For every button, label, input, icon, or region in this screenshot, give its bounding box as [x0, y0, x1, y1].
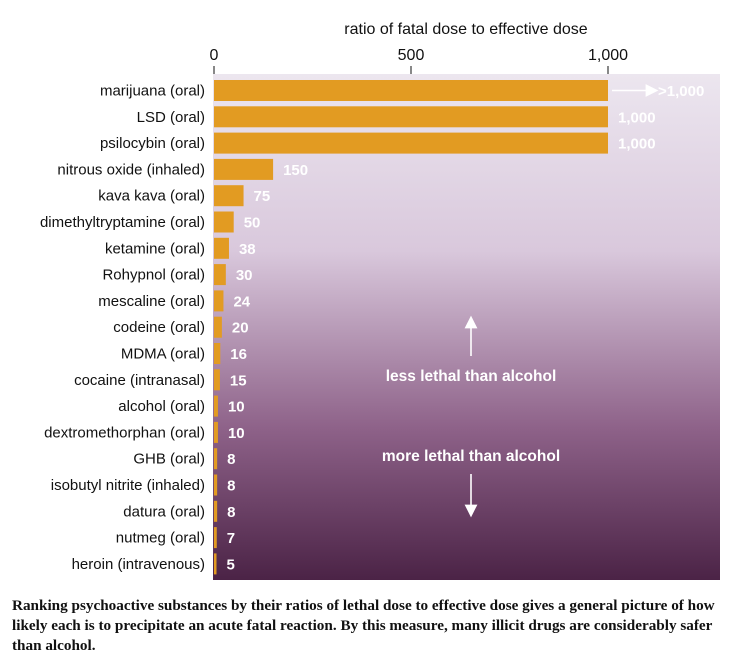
bar	[214, 264, 226, 286]
category-label: dextromethorphan (oral)	[44, 424, 205, 441]
value-label: 5	[227, 556, 235, 573]
category-label: alcohol (oral)	[118, 398, 205, 415]
bar	[214, 290, 224, 312]
value-label: 20	[232, 320, 249, 337]
bar	[214, 185, 244, 207]
value-label: 15	[230, 372, 247, 389]
value-label: 150	[283, 162, 308, 179]
value-label: 38	[239, 241, 256, 258]
value-label: 16	[230, 346, 247, 363]
category-label: psilocybin (oral)	[100, 135, 205, 152]
value-label: 1,000	[618, 109, 656, 126]
bar	[214, 106, 608, 128]
value-label: 8	[227, 451, 235, 468]
chart-area: ratio of fatal dose to effective dose 0 5…	[40, 21, 720, 580]
value-label: 30	[236, 267, 253, 284]
category-label: nitrous oxide (inhaled)	[57, 161, 205, 178]
category-label: MDMA (oral)	[121, 346, 205, 363]
x-axis-label: ratio of fatal dose to effective dose	[344, 21, 588, 38]
bar	[214, 80, 608, 101]
category-label: codeine (oral)	[113, 319, 205, 336]
value-label: 1,000	[618, 136, 656, 153]
category-label: kava kava (oral)	[98, 188, 205, 205]
value-label: 10	[228, 425, 245, 442]
x-tick-label: 500	[398, 47, 425, 64]
bar	[214, 421, 218, 443]
category-label: cocaine (intranasal)	[74, 372, 205, 389]
value-label: 75	[254, 188, 271, 205]
value-label: 24	[233, 293, 250, 310]
bar	[214, 237, 229, 259]
value-label: 8	[227, 504, 235, 521]
category-label: mescaline (oral)	[98, 293, 205, 310]
category-label: nutmeg (oral)	[116, 530, 205, 547]
value-label: 50	[244, 215, 261, 232]
figure-caption: Ranking psychoactive substances by their…	[12, 597, 715, 654]
category-label: heroin (intravenous)	[72, 556, 205, 573]
annotation-less-lethal: less lethal than alcohol	[386, 368, 557, 385]
category-label: marijuana (oral)	[100, 83, 205, 100]
bar	[214, 553, 217, 575]
bar	[214, 527, 217, 549]
category-label: ketamine (oral)	[105, 240, 205, 257]
value-label: 10	[228, 399, 245, 416]
category-label: isobutyl nitrite (inhaled)	[51, 477, 205, 494]
bar	[214, 316, 222, 338]
annotation-more-lethal: more lethal than alcohol	[382, 448, 560, 465]
bar	[214, 448, 218, 470]
bar-chart: ratio of fatal dose to effective dose 0 5…	[40, 21, 720, 580]
bar	[214, 211, 234, 233]
value-label: 7	[227, 530, 235, 547]
bar	[214, 132, 608, 154]
category-label: LSD (oral)	[137, 109, 205, 126]
value-label: 8	[227, 478, 235, 495]
category-label: dimethyltryptamine (oral)	[40, 214, 205, 231]
category-label: GHB (oral)	[133, 451, 205, 468]
bar	[214, 343, 221, 364]
x-tick-label: 1,000	[588, 47, 628, 64]
bar	[214, 500, 218, 522]
category-label: Rohypnol (oral)	[102, 267, 205, 284]
bar	[214, 395, 218, 417]
category-label: datura (oral)	[123, 503, 205, 520]
bar	[214, 369, 220, 391]
x-tick-label: 0	[210, 47, 219, 64]
bar	[214, 474, 218, 496]
bar	[214, 158, 274, 180]
value-label: >1,000	[658, 83, 704, 100]
